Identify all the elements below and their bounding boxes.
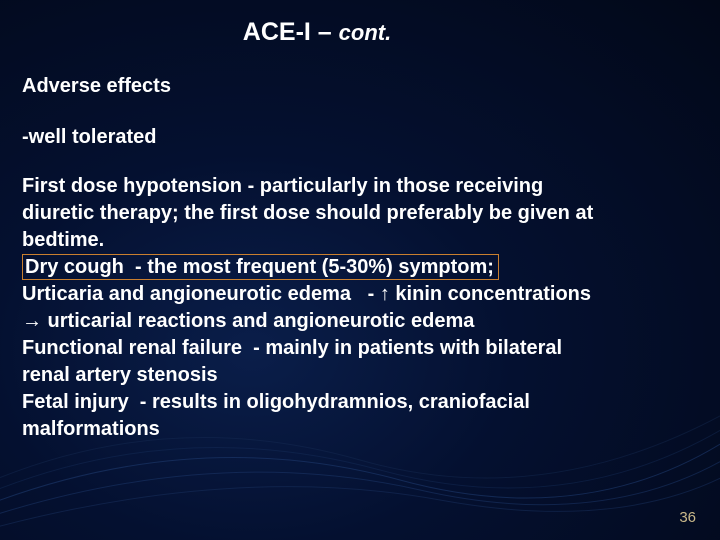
body-line-10: malformations: [22, 416, 698, 443]
section-heading: Adverse effects: [22, 75, 698, 98]
arrow-up-icon: [380, 283, 390, 305]
body-text: First dose hypotension - particularly in…: [22, 173, 698, 443]
slide-title: ACE-I – cont.: [192, 18, 442, 47]
body-line-9: Fetal injury - results in oligohydramnio…: [22, 389, 698, 416]
body-line-5: Urticaria and angioneurotic edema - kini…: [22, 281, 698, 308]
page-number: 36: [679, 509, 696, 526]
slide-content: ACE-I – cont. Adverse effects -well tole…: [0, 0, 720, 443]
body-line-6: urticarial reactions and angioneurotic e…: [22, 308, 698, 335]
body-line-2: diuretic therapy; the first dose should …: [22, 200, 698, 227]
body-line-7: Functional renal failure - mainly in pat…: [22, 335, 698, 362]
title-cont: cont.: [339, 20, 392, 45]
highlight-box: Dry cough - the most frequent (5-30%) sy…: [22, 254, 499, 280]
body-line-3: bedtime.: [22, 227, 698, 254]
subpoint: -well tolerated: [22, 126, 698, 149]
arrow-right-icon: [22, 310, 42, 332]
body-line-4: Dry cough - the most frequent (5-30%) sy…: [22, 254, 698, 281]
body-line-8: renal artery stenosis: [22, 362, 698, 389]
body-line-1: First dose hypotension - particularly in…: [22, 173, 698, 200]
title-main: ACE-I –: [243, 18, 339, 46]
